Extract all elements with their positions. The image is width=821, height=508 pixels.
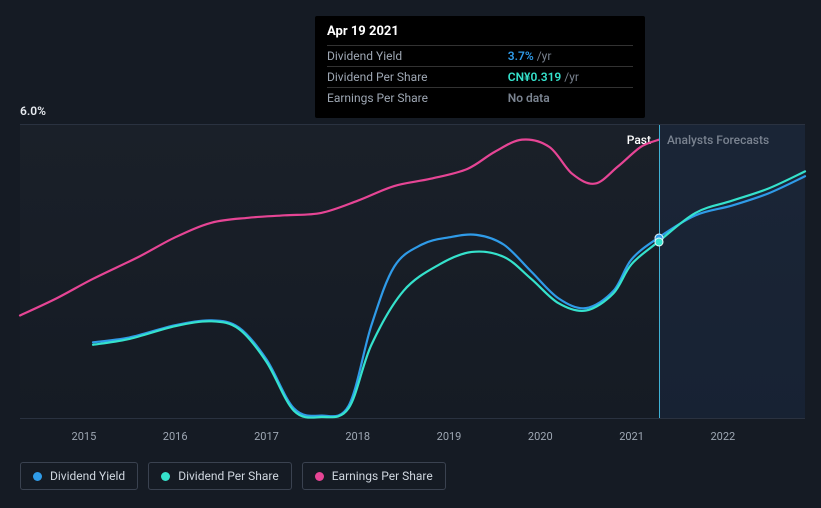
tooltip-metric-unit: /yr bbox=[537, 49, 552, 63]
legend-swatch bbox=[33, 472, 42, 481]
legend-item-earnings-per-share[interactable]: Earnings Per Share bbox=[302, 462, 446, 490]
chart-tooltip: Apr 19 2021 Dividend Yield 3.7%/yr Divid… bbox=[315, 16, 645, 118]
series-line-earnings_per_share bbox=[20, 139, 659, 315]
x-tick-label: 2018 bbox=[345, 430, 370, 443]
chart-legend: Dividend Yield Dividend Per Share Earnin… bbox=[20, 462, 446, 490]
legend-label: Earnings Per Share bbox=[332, 469, 433, 483]
tooltip-metric-value: CN¥0.319 bbox=[508, 70, 562, 84]
tooltip-row: Dividend Per Share CN¥0.319/yr bbox=[327, 67, 633, 88]
plot-area[interactable]: Analysts Forecasts Past bbox=[20, 124, 805, 419]
x-tick-label: 2021 bbox=[619, 430, 644, 443]
tooltip-table: Dividend Yield 3.7%/yr Dividend Per Shar… bbox=[327, 45, 633, 108]
tooltip-metric-value: No data bbox=[508, 91, 550, 105]
legend-item-dividend-yield[interactable]: Dividend Yield bbox=[20, 462, 138, 490]
tooltip-date: Apr 19 2021 bbox=[327, 24, 633, 39]
legend-swatch bbox=[161, 472, 170, 481]
legend-item-dividend-per-share[interactable]: Dividend Per Share bbox=[148, 462, 292, 490]
legend-label: Dividend Yield bbox=[50, 469, 125, 483]
tooltip-metric-label: Earnings Per Share bbox=[327, 88, 488, 109]
legend-label: Dividend Per Share bbox=[178, 469, 279, 483]
tooltip-row: Dividend Yield 3.7%/yr bbox=[327, 46, 633, 67]
dividend-chart[interactable]: Analysts Forecasts Past bbox=[20, 100, 805, 425]
tooltip-metric-value: 3.7% bbox=[508, 49, 534, 63]
x-tick-label: 2017 bbox=[254, 430, 279, 443]
x-axis-labels: 2015 2016 2017 2018 2019 2020 2021 2022 bbox=[20, 430, 805, 450]
tooltip-row: Earnings Per Share No data bbox=[327, 88, 633, 109]
x-tick-label: 2016 bbox=[163, 430, 188, 443]
hover-indicator-line bbox=[659, 125, 660, 418]
tooltip-metric-unit: /yr bbox=[564, 70, 579, 84]
tooltip-metric-label: Dividend Yield bbox=[327, 46, 488, 67]
series-line-dividend_per_share bbox=[93, 171, 805, 417]
legend-swatch bbox=[315, 472, 324, 481]
x-tick-label: 2020 bbox=[528, 430, 553, 443]
x-tick-label: 2019 bbox=[437, 430, 462, 443]
hover-marker-dividend_per_share bbox=[654, 238, 663, 247]
x-tick-label: 2022 bbox=[710, 430, 735, 443]
tooltip-metric-label: Dividend Per Share bbox=[327, 67, 488, 88]
chart-lines-svg bbox=[20, 125, 805, 418]
x-tick-label: 2015 bbox=[72, 430, 97, 443]
